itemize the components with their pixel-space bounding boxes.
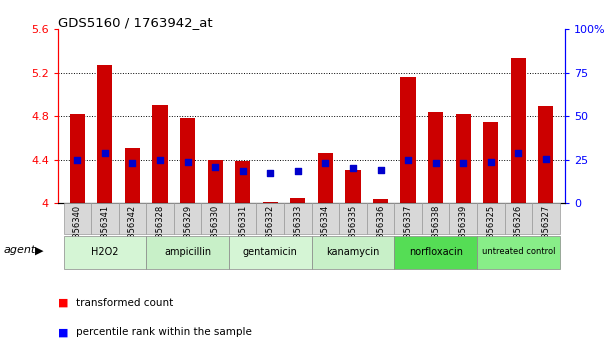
FancyBboxPatch shape bbox=[284, 203, 312, 234]
Text: GSM1356328: GSM1356328 bbox=[156, 205, 164, 261]
Point bbox=[265, 170, 275, 176]
Bar bbox=[511, 58, 526, 203]
FancyBboxPatch shape bbox=[174, 203, 202, 234]
Bar bbox=[97, 65, 112, 203]
Text: agent: agent bbox=[3, 245, 35, 256]
Text: ampicillin: ampicillin bbox=[164, 246, 211, 257]
FancyBboxPatch shape bbox=[119, 203, 146, 234]
Point bbox=[376, 167, 386, 172]
Bar bbox=[456, 114, 471, 203]
Bar bbox=[70, 114, 85, 203]
Text: GSM1356331: GSM1356331 bbox=[238, 205, 247, 261]
Bar bbox=[263, 202, 278, 203]
FancyBboxPatch shape bbox=[202, 203, 229, 234]
Bar bbox=[235, 161, 251, 203]
FancyBboxPatch shape bbox=[477, 203, 505, 234]
FancyBboxPatch shape bbox=[64, 236, 146, 269]
Point bbox=[513, 150, 523, 156]
Text: GSM1356327: GSM1356327 bbox=[541, 205, 551, 261]
Bar bbox=[208, 160, 223, 203]
Text: GSM1356336: GSM1356336 bbox=[376, 205, 385, 261]
FancyBboxPatch shape bbox=[257, 203, 284, 234]
Text: ▶: ▶ bbox=[35, 245, 44, 256]
FancyBboxPatch shape bbox=[450, 203, 477, 234]
FancyBboxPatch shape bbox=[477, 236, 560, 269]
FancyBboxPatch shape bbox=[394, 203, 422, 234]
Point bbox=[321, 160, 331, 166]
Text: percentile rank within the sample: percentile rank within the sample bbox=[76, 327, 252, 337]
Point bbox=[128, 160, 137, 166]
FancyBboxPatch shape bbox=[312, 236, 394, 269]
Point bbox=[293, 168, 302, 174]
FancyBboxPatch shape bbox=[339, 203, 367, 234]
Bar bbox=[180, 118, 195, 203]
Point bbox=[155, 157, 165, 163]
Text: GSM1356332: GSM1356332 bbox=[266, 205, 275, 261]
FancyBboxPatch shape bbox=[505, 203, 532, 234]
Text: GSM1356338: GSM1356338 bbox=[431, 205, 440, 261]
Text: GDS5160 / 1763942_at: GDS5160 / 1763942_at bbox=[58, 16, 213, 29]
Text: GSM1356341: GSM1356341 bbox=[100, 205, 109, 261]
Text: transformed count: transformed count bbox=[76, 298, 174, 308]
Text: gentamicin: gentamicin bbox=[243, 246, 298, 257]
FancyBboxPatch shape bbox=[422, 203, 450, 234]
FancyBboxPatch shape bbox=[532, 203, 560, 234]
Text: GSM1356337: GSM1356337 bbox=[404, 205, 412, 261]
FancyBboxPatch shape bbox=[229, 236, 312, 269]
FancyBboxPatch shape bbox=[146, 236, 229, 269]
Bar bbox=[152, 105, 167, 203]
FancyBboxPatch shape bbox=[146, 203, 174, 234]
FancyBboxPatch shape bbox=[229, 203, 257, 234]
Bar bbox=[373, 199, 388, 203]
Point bbox=[403, 157, 413, 163]
Text: GSM1356326: GSM1356326 bbox=[514, 205, 523, 261]
Point bbox=[183, 159, 192, 165]
Point bbox=[541, 156, 551, 162]
Point bbox=[73, 157, 82, 163]
Bar bbox=[538, 106, 554, 203]
FancyBboxPatch shape bbox=[367, 203, 394, 234]
Text: ■: ■ bbox=[58, 327, 72, 337]
FancyBboxPatch shape bbox=[312, 203, 339, 234]
Text: norfloxacin: norfloxacin bbox=[409, 246, 463, 257]
Bar bbox=[318, 153, 333, 203]
Bar bbox=[125, 148, 140, 203]
Text: GSM1356325: GSM1356325 bbox=[486, 205, 496, 261]
Bar bbox=[345, 170, 360, 203]
Text: GSM1356339: GSM1356339 bbox=[459, 205, 467, 261]
Text: kanamycin: kanamycin bbox=[326, 246, 379, 257]
Bar bbox=[290, 198, 306, 203]
Point bbox=[100, 150, 110, 156]
Text: GSM1356333: GSM1356333 bbox=[293, 205, 302, 261]
Point bbox=[348, 166, 358, 171]
Text: GSM1356342: GSM1356342 bbox=[128, 205, 137, 261]
FancyBboxPatch shape bbox=[91, 203, 119, 234]
Point bbox=[458, 160, 468, 166]
Text: GSM1356329: GSM1356329 bbox=[183, 205, 192, 261]
Bar bbox=[400, 77, 415, 203]
Text: GSM1356335: GSM1356335 bbox=[348, 205, 357, 261]
Point bbox=[238, 168, 247, 174]
Text: untreated control: untreated control bbox=[481, 247, 555, 256]
FancyBboxPatch shape bbox=[394, 236, 477, 269]
Text: GSM1356340: GSM1356340 bbox=[73, 205, 82, 261]
Text: H2O2: H2O2 bbox=[91, 246, 119, 257]
Bar bbox=[483, 122, 499, 203]
Point bbox=[486, 159, 496, 165]
Text: ■: ■ bbox=[58, 298, 72, 308]
Bar bbox=[428, 112, 443, 203]
Text: GSM1356330: GSM1356330 bbox=[211, 205, 219, 261]
FancyBboxPatch shape bbox=[64, 203, 91, 234]
Text: GSM1356334: GSM1356334 bbox=[321, 205, 330, 261]
Point bbox=[210, 164, 220, 170]
Point bbox=[431, 160, 441, 166]
